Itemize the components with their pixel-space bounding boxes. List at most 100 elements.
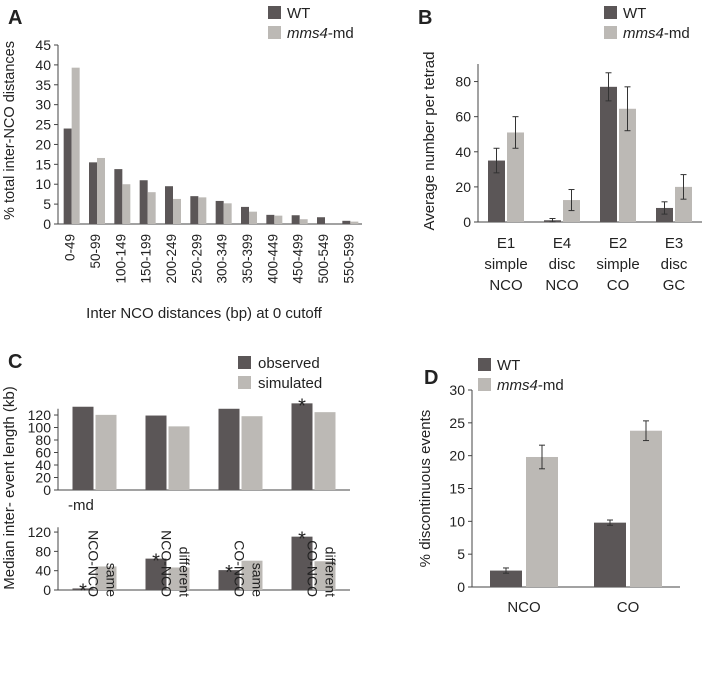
x-tick-label: same [250,563,266,597]
bar-mms4 [71,67,80,224]
legend-label: observed [258,355,320,372]
bar-observed [218,408,240,490]
bar-mms4 [249,211,257,224]
bar-mms4 [274,215,283,224]
bar-mms4 [526,456,558,587]
y-tick-label: 60 [455,109,471,125]
y-tick-label: 20 [35,136,51,152]
y-tick-label: 40 [35,563,51,579]
bar-observed [291,536,313,590]
x-tick-label: CO [617,599,640,616]
x-tick-label: different [323,547,339,597]
y-tick-label: 10 [35,176,51,192]
y-tick-label: 0 [43,582,51,598]
bar-wt [594,522,626,587]
y-tick-label: 120 [28,524,52,540]
x-tick-label: disc [661,256,688,273]
legend-swatch [238,356,251,369]
bar-wt [139,180,148,224]
legend-label: WT [497,357,520,374]
legend-label-name: WT [497,357,520,374]
y-tick-label: 30 [35,97,51,113]
legend-swatch [238,376,251,389]
y-tick-label: 5 [457,546,465,562]
bar-simulated [95,414,117,490]
bar-mms4 [122,184,131,224]
x-tick-label: CO-NCO [305,540,321,597]
bar-simulated [168,567,190,590]
x-tick-label: 100-149 [113,234,128,284]
significance-star: * [298,529,306,551]
bar-wt [342,220,351,224]
y-tick-label: 100 [28,420,52,436]
bar-mms4 [507,132,524,222]
x-tick-label: E4 [553,235,571,252]
x-tick-label: NCO-NCO [86,530,102,597]
legend-swatch [604,6,617,19]
y-tick-label: 45 [35,37,51,53]
y-tick-label: 80 [455,74,471,90]
bar-wt [165,186,173,224]
significance-star: * [298,395,306,417]
x-tick-label: different [177,547,193,597]
legend-label: simulated [258,375,322,392]
x-tick-label: CO-NCO [232,540,248,597]
bar-wt [63,128,72,224]
bar-wt [656,207,673,222]
bar-mms4 [198,197,207,224]
y-axis-label: % total inter-NCO distances [2,41,18,220]
y-tick-label: 60 [35,445,51,461]
panel-letter: B [418,7,432,29]
y-axis-label: Median inter- event length (kb) [1,386,18,589]
bar-wt [266,214,275,224]
significance-star: * [225,562,233,584]
panel-letter: D [424,367,438,389]
bar-observed [72,588,94,590]
bar-mms4 [630,430,662,587]
bar-observed [145,415,167,490]
y-tick-label: 25 [449,415,465,431]
legend-swatch [478,358,491,371]
sub-panel-label-suffix: -md [68,497,94,514]
legend-label: WT [287,5,310,22]
x-tick-label: NCO [507,599,540,616]
y-tick-label: 15 [449,481,465,497]
x-tick-label: NCO [489,277,522,294]
bar-wt [215,200,224,224]
bar-mms4 [97,157,105,224]
panel-d-chart: D 0 5 10 15 20 25 30 NCO CO % discontinuous events… [417,357,680,616]
bar-mms4 [173,198,181,224]
legend-label-name: WT [287,5,310,22]
y-tick-label: 5 [43,196,51,212]
bar-wt [488,160,505,222]
legend-swatch [604,26,617,39]
bar-mms4 [147,192,156,224]
y-axis-label: % discontinuous events [417,410,434,568]
y-tick-label: 40 [455,144,471,160]
legend-label-name: mms4 [497,377,538,394]
y-tick-label: 40 [35,57,51,73]
legend-label: mms4-md [497,377,564,394]
bar-wt [241,206,249,224]
bar-wt [317,217,325,224]
x-tick-label: 300-349 [215,234,230,284]
legend-swatch [268,6,281,19]
x-tick-label: 350-399 [240,234,255,284]
y-tick-label: 0 [43,216,51,232]
y-tick-label: 15 [35,156,51,172]
x-tick-label: E3 [665,235,683,252]
y-tick-label: 20 [35,470,51,486]
bar-wt [490,570,522,587]
bar-simulated [95,566,117,590]
x-tick-label: NCO-NCO [159,530,175,597]
y-tick-label: 40 [35,457,51,473]
y-tick-label: 0 [43,482,51,498]
y-tick-label: 10 [449,513,465,529]
bar-observed [145,558,167,590]
x-tick-label: 400-449 [265,234,280,284]
y-tick-label: 35 [35,77,51,93]
bar-mms4 [350,221,359,224]
legend-label-suffix: -md [664,25,690,42]
